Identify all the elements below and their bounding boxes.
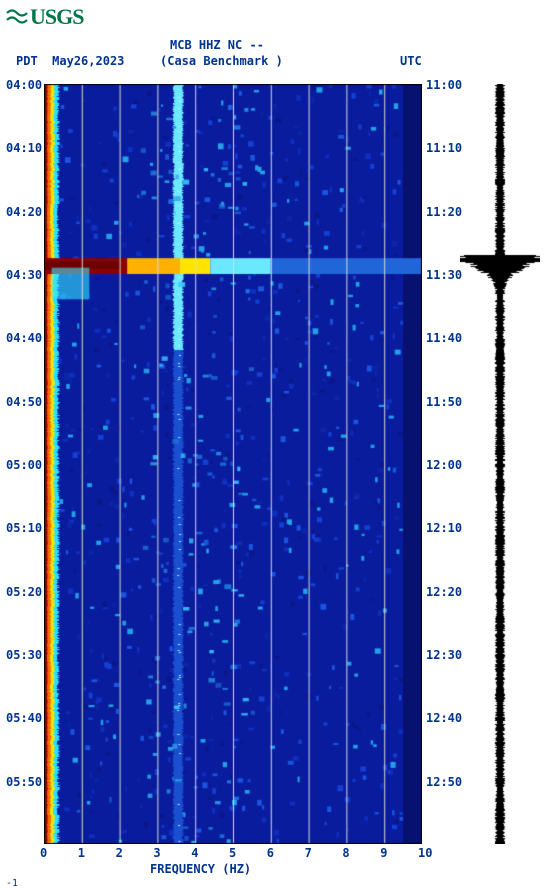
x-tick: 2	[116, 846, 123, 860]
y-tick-right: 11:50	[426, 395, 462, 409]
seismogram-canvas	[460, 84, 540, 844]
x-axis-label: FREQUENCY (HZ)	[150, 862, 251, 876]
y-tick-left: 04:20	[6, 205, 42, 219]
x-tick: 8	[342, 846, 349, 860]
x-tick: 5	[229, 846, 236, 860]
y-tick-right: 12:10	[426, 521, 462, 535]
y-tick-left: 04:30	[6, 268, 42, 282]
x-tick: 1	[78, 846, 85, 860]
x-tick: 4	[191, 846, 198, 860]
usgs-text: USGS	[30, 4, 83, 29]
y-tick-right: 12:00	[426, 458, 462, 472]
footer-mark: -1	[6, 878, 18, 889]
y-tick-left: 05:50	[6, 775, 42, 789]
y-tick-left: 04:50	[6, 395, 42, 409]
spectrogram-canvas	[44, 84, 422, 844]
seismogram-plot	[460, 84, 540, 844]
y-tick-left: 05:30	[6, 648, 42, 662]
y-tick-left: 04:40	[6, 331, 42, 345]
x-tick: 10	[418, 846, 432, 860]
y-tick-right: 12:30	[426, 648, 462, 662]
spectrogram-plot	[44, 84, 422, 844]
y-tick-right: 11:30	[426, 268, 462, 282]
y-tick-left: 05:20	[6, 585, 42, 599]
left-tz-label: PDT May26,2023	[16, 54, 124, 68]
y-tick-right: 11:40	[426, 331, 462, 345]
x-tick: 6	[267, 846, 274, 860]
station-name: (Casa Benchmark )	[160, 54, 283, 68]
x-tick: 0	[40, 846, 47, 860]
usgs-wave-icon	[6, 6, 28, 32]
x-tick: 7	[305, 846, 312, 860]
usgs-logo: USGS	[6, 4, 83, 32]
y-tick-right: 11:10	[426, 141, 462, 155]
right-tz-label: UTC	[400, 54, 422, 68]
x-tick: 9	[380, 846, 387, 860]
y-tick-right: 12:50	[426, 775, 462, 789]
y-tick-left: 04:10	[6, 141, 42, 155]
y-tick-right: 11:00	[426, 78, 462, 92]
y-tick-right: 12:20	[426, 585, 462, 599]
y-tick-left: 05:10	[6, 521, 42, 535]
y-tick-right: 12:40	[426, 711, 462, 725]
station-line: MCB HHZ NC --	[170, 38, 264, 52]
x-tick: 3	[153, 846, 160, 860]
y-tick-left: 05:00	[6, 458, 42, 472]
y-tick-right: 11:20	[426, 205, 462, 219]
y-tick-left: 05:40	[6, 711, 42, 725]
y-tick-left: 04:00	[6, 78, 42, 92]
